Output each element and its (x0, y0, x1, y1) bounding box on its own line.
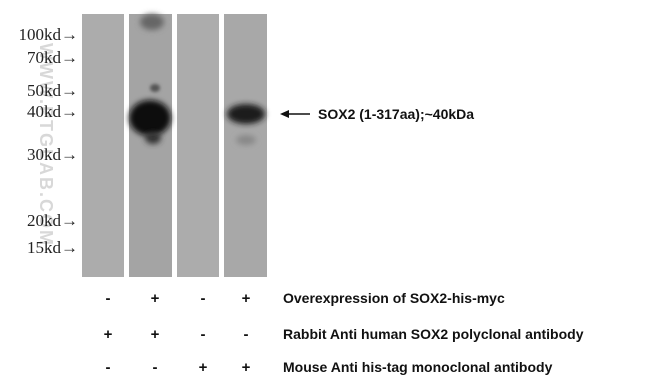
sign: + (151, 290, 160, 307)
sign: + (151, 326, 160, 343)
band (227, 104, 265, 124)
lanes (82, 14, 267, 277)
band (145, 132, 161, 144)
band-annotation: SOX2 (1-317aa);~40kDa (280, 106, 474, 122)
marker: 15kd→ (27, 238, 78, 257)
marker: 20kd→ (27, 211, 78, 230)
sign: - (201, 290, 206, 307)
band (129, 100, 171, 136)
sign: - (244, 326, 249, 343)
marker: 40kd→ (27, 102, 78, 121)
sign: + (199, 359, 208, 376)
sign: - (106, 290, 111, 307)
condition-label: Mouse Anti his-tag monoclonal antibody (283, 359, 553, 375)
lane (177, 14, 219, 277)
condition-label: Rabbit Anti human SOX2 polyclonal antibo… (283, 326, 584, 342)
marker: 70kd→ (27, 48, 78, 67)
marker: 50kd→ (27, 81, 78, 100)
markers: 100kd→ 70kd→ 50kd→ 40kd→ 30kd→ 20kd→ 15k… (19, 25, 79, 257)
sign: + (242, 359, 251, 376)
marker: 30kd→ (27, 145, 78, 164)
band-label: SOX2 (1-317aa);~40kDa (318, 106, 474, 122)
lane (129, 14, 172, 277)
marker: 100kd→ (19, 25, 79, 44)
sign: - (153, 359, 158, 376)
sign: - (106, 359, 111, 376)
conditions: - + - + Overexpression of SOX2-his-myc + + - - Ra… (104, 290, 584, 376)
condition-label: Overexpression of SOX2-his-myc (283, 290, 505, 306)
band (140, 14, 164, 30)
band (236, 135, 256, 145)
sign: + (104, 326, 113, 343)
sign: + (242, 290, 251, 307)
lane (224, 14, 267, 277)
bands (129, 14, 265, 145)
sign: - (201, 326, 206, 343)
arrow-head (280, 110, 289, 118)
lane (82, 14, 124, 277)
watermark: WWW.PTGLAB.COM (36, 43, 56, 247)
band (150, 84, 160, 92)
